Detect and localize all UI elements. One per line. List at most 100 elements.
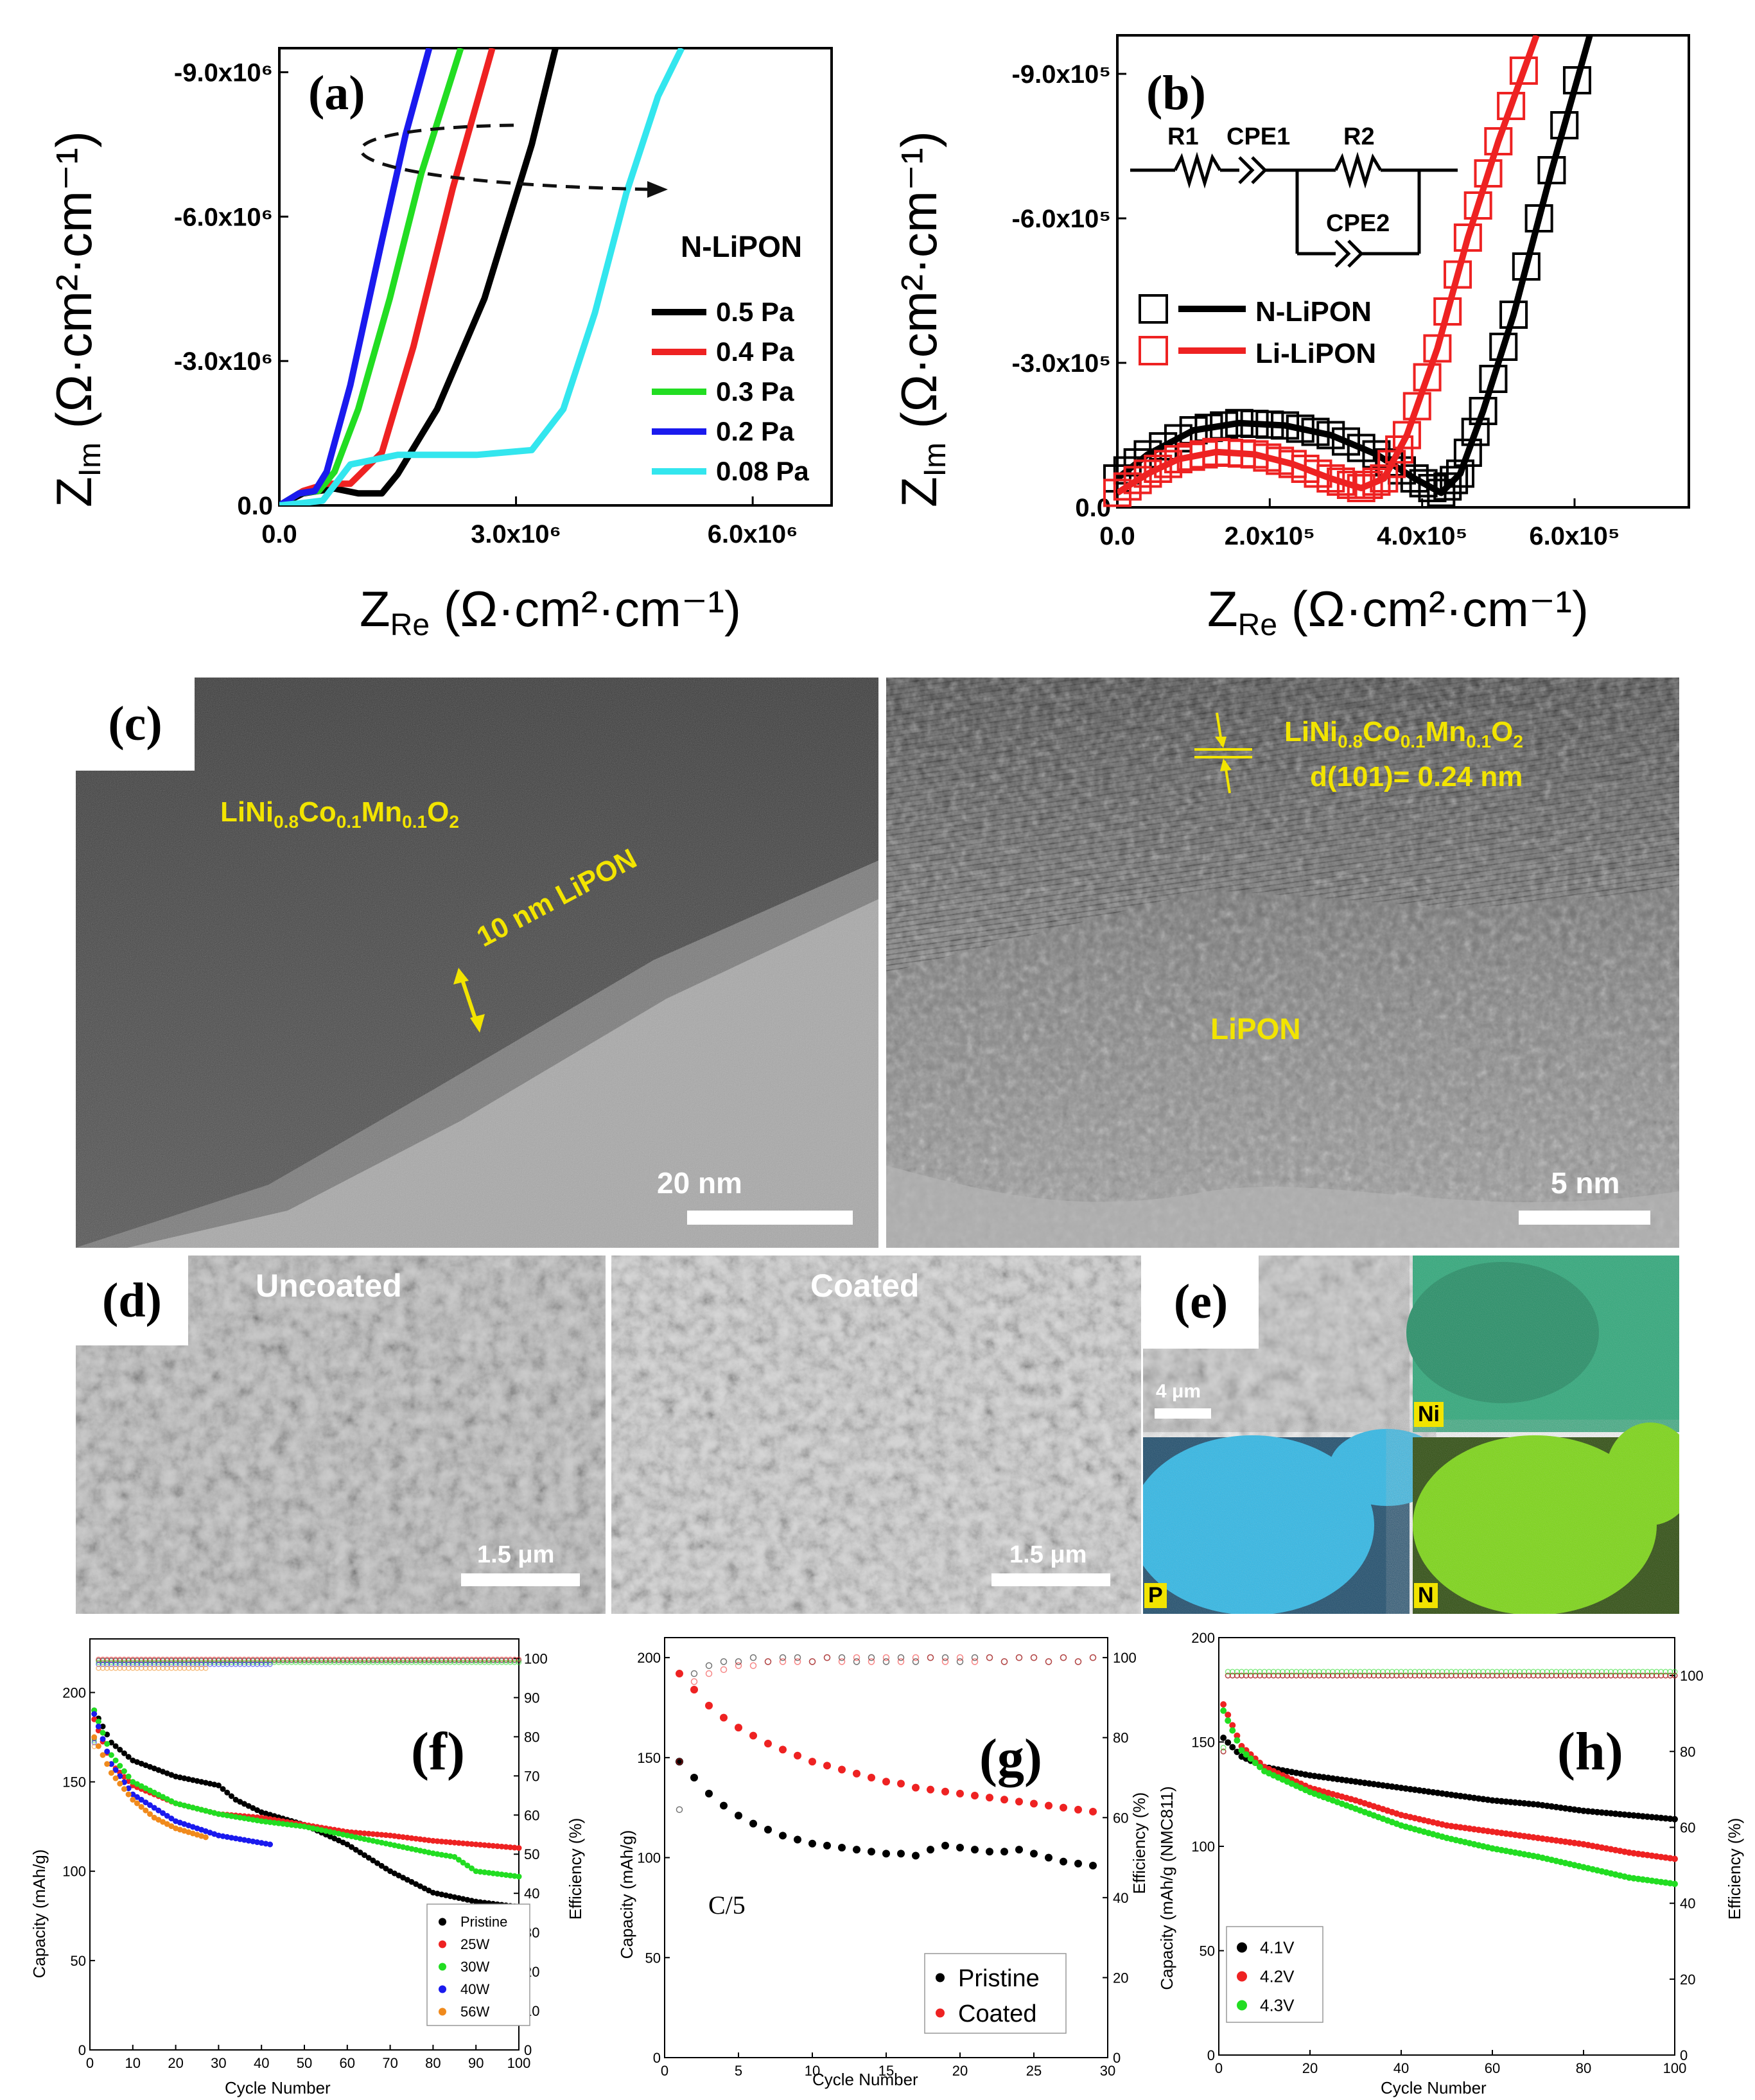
legend-label: 25W [460,1936,489,1952]
y-tick-label: -6.0x10⁵ [1012,205,1111,233]
capacity-point-Coated [764,1740,772,1748]
capacity-point-30W [503,1872,509,1878]
panel-g-label: (g) [979,1728,1042,1788]
scale-bar-coated [991,1573,1110,1586]
capacity-point-Pristine [1030,1850,1038,1858]
y-tick-label: -3.0x10⁵ [1012,349,1111,378]
legend-label: N-LiPON [1255,296,1372,328]
capacity-point-30W [160,1794,166,1800]
data-point [1512,252,1541,281]
capacity-point-56W [151,1814,157,1821]
capacity-point-Pristine [335,1837,342,1844]
capacity-point-Pristine [117,1747,123,1753]
capacity-point-Pristine [241,1801,247,1807]
capacity-point-30W [365,1837,372,1843]
capacity-point-Pristine [838,1844,846,1851]
capacity-point-30W [220,1812,226,1818]
capacity-point-25W [494,1843,501,1850]
capacity-point-Pristine [400,1875,406,1881]
capacity-point-40W [95,1723,101,1729]
capacity-point-40W [108,1761,114,1767]
capacity-point-25W [348,1829,354,1835]
capacity-point-56W [168,1823,175,1830]
efficiency-point-Pristine [941,1654,949,1661]
y-tick-label: 150 [1191,1735,1215,1751]
efficiency-point-Coated [1030,1654,1038,1661]
capacity-point-Pristine [413,1881,419,1887]
capacity-point-4.3V [1243,1751,1250,1758]
capacity-point-4.3V [1238,1747,1245,1754]
data-point [1461,417,1490,446]
capacity-point-4.3V [1672,1880,1678,1887]
capacity-point-30W [357,1835,363,1841]
capacity-point-Pristine [404,1877,410,1883]
data-point [1362,468,1391,496]
eds-grid [1143,1256,1679,1614]
panel-h-xlabel: Cycle Number [1381,2078,1487,2097]
capacity-point-Pristine [340,1839,346,1846]
y-tick-label: 0 [78,2042,86,2058]
data-point [1402,392,1431,421]
capacity-point-30W [374,1839,381,1845]
panel-g-y2label: Efficiency (%) [1130,1792,1149,1894]
capacity-point-Pristine [237,1799,243,1805]
capacity-point-30W [340,1832,346,1838]
fit-line-Li-LiPON [1117,35,1540,496]
panel-b-frame [1116,34,1690,509]
legend-marker [439,1940,446,1948]
legend-marker [439,2008,446,2016]
capacity-point-4.2V [1229,1722,1236,1729]
capacity-point-30W [331,1830,338,1836]
capacity-point-30W [168,1798,175,1805]
capacity-point-Pristine [882,1850,890,1858]
data-point [1489,333,1518,361]
capacity-point-40W [104,1748,110,1754]
capacity-point-Pristine [430,1889,436,1896]
capacity-point-Pristine [794,1835,801,1844]
panel-d-uncoated-sem: (d) Uncoated 1.5 μm [76,1256,606,1614]
capacity-point-Pristine [100,1723,106,1729]
data-point [1562,66,1591,94]
data-point [1409,469,1438,498]
capacity-point-56W [138,1804,144,1810]
capacity-point-30W [245,1816,252,1822]
capacity-point-30W [507,1872,514,1878]
capacity-point-40W [254,1839,261,1846]
capacity-point-30W [439,1851,445,1858]
capacity-point-56W [104,1761,110,1767]
y-tick-label: 150 [62,1774,86,1790]
capacity-point-Pristine [477,1899,484,1905]
capacity-point-56W [125,1791,132,1798]
capacity-point-30W [143,1785,149,1792]
legend-label: Li-LiPON [1255,338,1376,369]
x-tick-label: 6.0x10⁵ [1529,522,1620,550]
capacity-point-Coated [912,1783,920,1792]
capacity-point-Pristine [705,1789,713,1798]
x-tick-label: 0.0 [1099,522,1135,550]
y2-tick-label: 80 [524,1729,539,1745]
element-label-ni: Ni [1414,1402,1444,1427]
capacity-point-Pristine [426,1887,432,1894]
capacity-point-25W [400,1834,406,1841]
capacity-point-Pristine [215,1782,222,1789]
capacity-point-30W [464,1862,471,1869]
efficiency-point-Coated [1060,1654,1067,1661]
efficiency-point-Coated [794,1658,801,1665]
capacity-point-Pristine [451,1894,458,1900]
capacity-point-40W [143,1799,149,1806]
capacity-point-Pristine [396,1872,402,1878]
data-point [1400,464,1429,493]
efficiency-point-Coated [868,1658,875,1665]
data-point [1444,260,1472,289]
capacity-point-25W [387,1832,394,1839]
capacity-point-25W [511,1844,518,1851]
efficiency-point-Coated [986,1654,993,1661]
circuit-cpe2: CPE2 [1326,210,1390,237]
capacity-point-25W [404,1834,410,1841]
data-point [1301,417,1330,446]
capacity-point-56W [202,1834,209,1841]
capacity-point-4.1V [1225,1739,1232,1746]
data-point [1354,471,1383,499]
panel-c-left-tem: (c) LiNi0.8Co0.1Mn0.1O2 10 nm LiPON 20 n… [76,678,878,1248]
y2-tick-label: 20 [1113,1970,1128,1986]
